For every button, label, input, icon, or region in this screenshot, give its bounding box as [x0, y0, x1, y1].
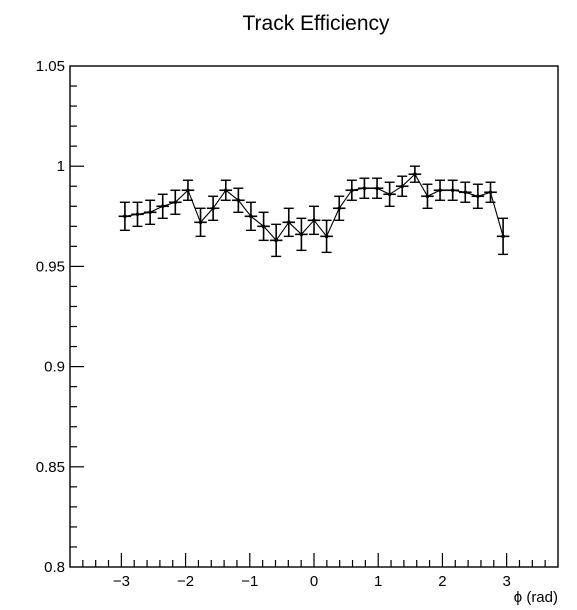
plot-frame — [69, 65, 559, 568]
data-point — [370, 177, 384, 199]
data-point — [395, 175, 409, 197]
point-marker — [362, 186, 367, 191]
data-point — [257, 211, 270, 242]
point-marker — [135, 212, 140, 217]
point-marker — [223, 188, 228, 193]
point-marker — [488, 190, 493, 195]
point-marker — [274, 238, 278, 243]
point-marker — [211, 206, 215, 211]
point-marker — [286, 220, 291, 225]
data-point — [206, 195, 220, 222]
data-point — [345, 179, 359, 201]
point-marker — [450, 188, 455, 193]
x-axis-label: ϕ (rad) — [514, 589, 558, 606]
x-tick-label: −3 — [113, 573, 130, 590]
x-tick-label: −2 — [177, 573, 194, 590]
data-point — [169, 189, 182, 215]
data-point — [295, 217, 308, 252]
x-axis: −3 −2 −1 0 1 2 3 — [82, 553, 546, 590]
x-tick-label: 2 — [438, 573, 446, 590]
point-marker — [387, 192, 392, 197]
data-point — [143, 199, 157, 226]
data-point — [219, 179, 233, 201]
point-marker — [173, 200, 178, 205]
data-point — [421, 183, 434, 209]
data-point — [332, 195, 346, 222]
point-marker — [350, 188, 354, 193]
point-marker — [249, 214, 253, 219]
point-marker — [375, 186, 379, 191]
y-tick-label: 1.05 — [36, 58, 65, 75]
data-point — [433, 179, 447, 201]
x-tick-label: 3 — [502, 573, 510, 590]
chart-title: Track Efficiency — [242, 12, 390, 35]
point-marker — [337, 206, 342, 211]
point-marker — [123, 214, 127, 219]
point-marker — [186, 188, 190, 193]
point-marker — [148, 210, 152, 215]
data-series — [118, 165, 510, 258]
point-marker — [463, 190, 468, 195]
data-point — [471, 183, 485, 209]
data-point — [232, 187, 245, 213]
point-marker — [236, 198, 241, 203]
data-point — [408, 165, 422, 183]
point-marker — [312, 218, 316, 223]
point-marker — [425, 194, 430, 199]
point-marker — [198, 220, 203, 225]
data-point — [118, 201, 132, 232]
data-point — [358, 177, 371, 199]
point-marker — [324, 234, 329, 239]
data-point — [458, 181, 472, 203]
point-marker — [299, 232, 304, 237]
point-marker — [501, 234, 505, 239]
data-point — [496, 217, 510, 256]
y-axis: 0.8 0.85 0.9 0.95 1 1.05 — [36, 58, 84, 576]
data-point — [194, 207, 207, 238]
point-marker — [413, 172, 417, 177]
y-tick-label: 0.9 — [44, 359, 65, 376]
x-tick-label: −1 — [241, 573, 258, 590]
y-tick-label: 0.85 — [36, 459, 65, 476]
data-point — [307, 205, 321, 236]
data-point — [244, 201, 258, 232]
data-point — [446, 179, 459, 201]
data-point — [383, 181, 396, 207]
point-marker — [160, 204, 165, 209]
point-marker — [438, 188, 442, 193]
point-marker — [400, 184, 405, 189]
data-point — [320, 219, 333, 254]
data-point — [282, 207, 296, 238]
y-tick-label: 1 — [57, 158, 65, 175]
y-tick-label: 0.8 — [44, 559, 65, 576]
data-point — [484, 181, 497, 203]
point-marker — [261, 224, 266, 229]
data-point — [156, 193, 170, 220]
x-tick-label: 1 — [374, 573, 382, 590]
y-tick-label: 0.95 — [36, 258, 65, 275]
data-point — [269, 223, 283, 258]
data-point — [131, 201, 144, 228]
point-marker — [476, 194, 480, 199]
x-tick-label: 0 — [310, 573, 318, 590]
data-point — [181, 179, 195, 201]
